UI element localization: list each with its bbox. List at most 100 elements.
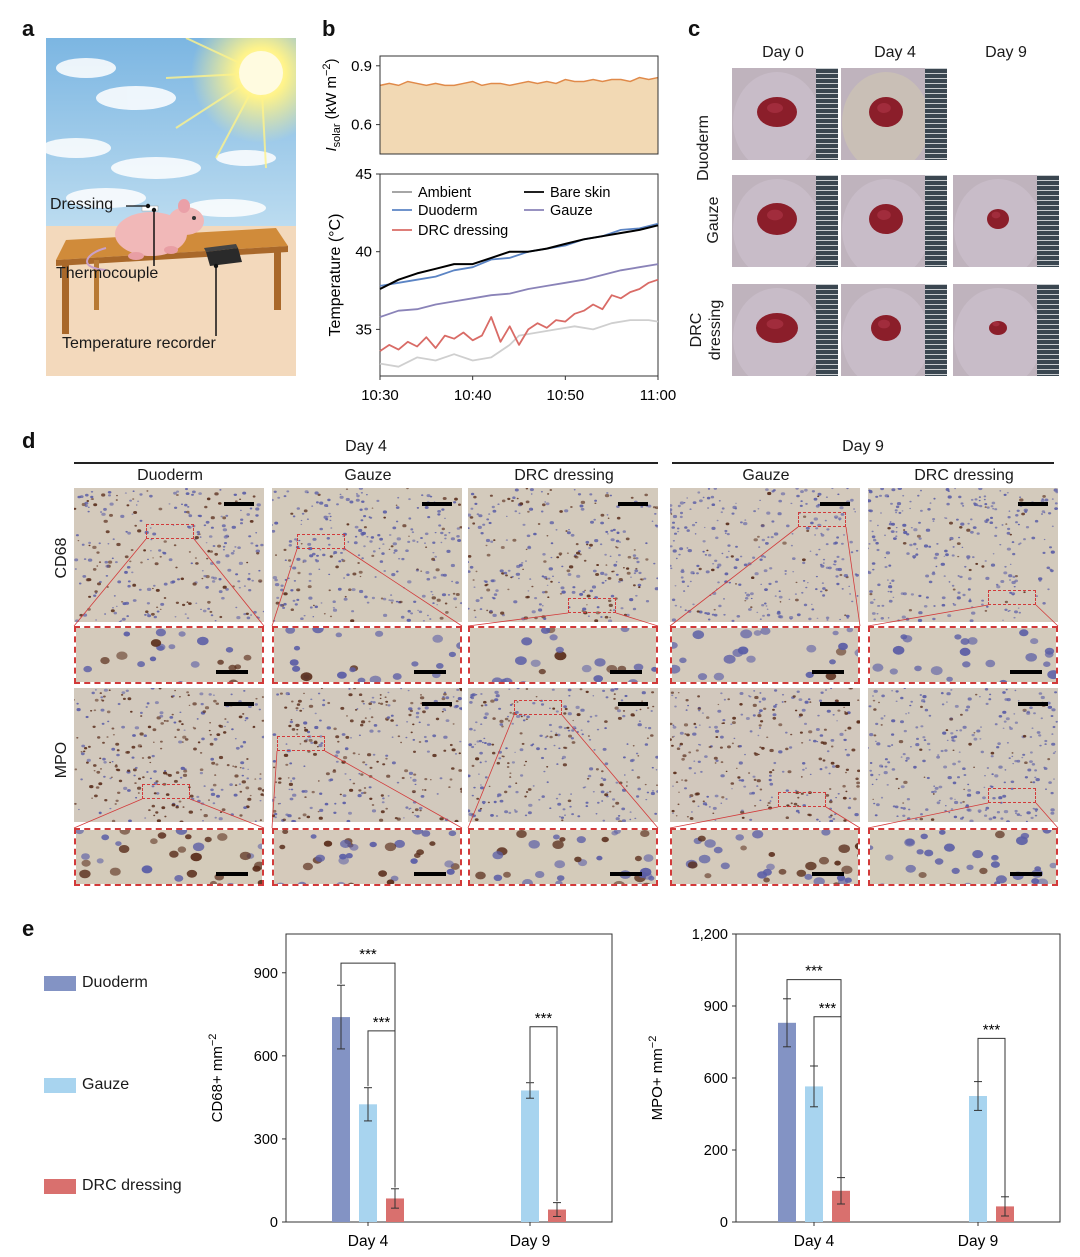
bar-duoderm <box>332 1017 350 1222</box>
zoom-inset-image <box>672 830 858 884</box>
zoom-region-box <box>146 524 194 539</box>
wound-photo <box>732 175 838 267</box>
inset-scale-bar <box>216 670 248 674</box>
temp-legend-label: Bare skin <box>550 185 610 201</box>
solar-ylabel-sub: solar <box>331 123 343 147</box>
temp-ytick-label: 35 <box>355 321 372 338</box>
bar-drc-dressing <box>386 1198 404 1222</box>
scale-ruler <box>1037 284 1059 376</box>
temp-series-drc-dressing <box>379 278 659 352</box>
panel-label-e: e <box>22 916 35 941</box>
tissue-bg <box>468 488 658 622</box>
tissue-tint <box>468 488 658 622</box>
scale-ruler <box>816 68 838 160</box>
tissue-tint <box>870 830 1056 884</box>
scale-bar <box>1018 702 1048 706</box>
cd68-bar-chart: 0 300 600 900 CD68+ mm−2 Day 4 Day 9 *** *** *** <box>207 933 613 1250</box>
zoom-inset-image <box>672 628 858 682</box>
col-header-drc-day9: DRC dressing <box>914 467 1014 484</box>
panel-d: Day 4 Day 9 Duoderm Gauze DRC dressing G… <box>0 430 1080 890</box>
zoom-inset <box>272 828 462 886</box>
scale-ruler <box>925 284 947 376</box>
temp-ylabel: Temperature (°C) <box>327 214 344 337</box>
row-label-mpo: MPO <box>53 741 70 779</box>
micrograph <box>670 488 860 622</box>
micrograph-image <box>868 688 1058 822</box>
bar-ytick-label: 300 <box>254 1132 278 1148</box>
bar-drc-dressing <box>832 1190 850 1222</box>
wound-photo <box>732 68 838 160</box>
panel-c: Day 0 Day 4 Day 9 Duoderm Gauze DRC dres… <box>688 38 1070 378</box>
row-label-drc-line2: dressing <box>707 299 724 361</box>
scale-bar <box>618 702 648 706</box>
row-label-drc-line1: DRC <box>688 312 705 348</box>
wound-highlight <box>766 319 784 329</box>
inset-scale-bar <box>414 872 446 876</box>
significance-bracket <box>813 1016 842 1178</box>
cells <box>74 688 264 822</box>
zoom-region-box <box>142 784 190 799</box>
panel-label-b: b <box>322 16 336 41</box>
significance-bracket <box>367 1030 396 1188</box>
col-header-day0: Day 0 <box>762 44 804 61</box>
panel-label-d: d <box>22 428 36 453</box>
wound-highlight <box>877 103 891 113</box>
inset-scale-bar <box>610 670 642 674</box>
temp-xtick-label: 11:00 <box>640 387 676 404</box>
micrograph <box>74 488 264 622</box>
scale-bar <box>224 502 254 506</box>
wound-highlight <box>878 319 890 329</box>
cells <box>83 628 252 682</box>
bar-gauze <box>805 1086 823 1222</box>
panel-a-illustration: Dressing Thermocouple Temperature record… <box>46 38 296 376</box>
group-header-day9: Day 9 <box>842 438 884 455</box>
micrograph-image <box>74 688 264 822</box>
zoom-region-box <box>798 512 846 527</box>
micrograph <box>468 488 658 622</box>
zoom-inset-image <box>274 628 460 682</box>
inset-scale-bar <box>812 872 844 876</box>
bar-ylabel-main: MPO+ mm <box>649 1048 666 1120</box>
significance-label: *** <box>805 963 823 980</box>
scale-bar <box>422 502 452 506</box>
bar-ylabel-main: CD68+ mm <box>209 1046 226 1122</box>
solar-line <box>379 76 659 87</box>
cells <box>672 628 858 681</box>
wound-highlight <box>992 321 1000 327</box>
micrograph <box>468 688 658 822</box>
col-header-day4: Day 4 <box>874 44 916 61</box>
panel-b-charts: 0.9 0.6 Isolar (kW m−2) 45 40 35 10:30 10:40 10:… <box>321 55 676 404</box>
cells <box>872 629 1056 682</box>
solar-ytick-label: 0.6 <box>351 117 372 134</box>
temp-legend-label: Duoderm <box>418 203 478 219</box>
micrograph <box>670 688 860 822</box>
bar-gauze <box>969 1096 987 1222</box>
cells <box>475 830 655 884</box>
solar-area <box>380 77 658 154</box>
bar-ylabel: MPO+ mm−2 <box>647 1036 666 1121</box>
col-header-duoderm: Duoderm <box>137 467 203 484</box>
wound <box>987 209 1009 229</box>
bar-xtick-label: Day 9 <box>510 1233 551 1250</box>
wound-photo <box>841 284 947 376</box>
legend-label-gauze: Gauze <box>82 1076 130 1093</box>
bar-ytick-label: 600 <box>704 1071 728 1087</box>
tissue-tint <box>274 830 460 884</box>
solar-ylabel-unit: (kW m <box>323 76 340 123</box>
zoom-inset <box>272 626 462 684</box>
label-temperature-recorder: Temperature recorder <box>62 335 216 352</box>
scale-bar <box>224 702 254 706</box>
wound-highlight <box>767 103 783 113</box>
temp-frame <box>379 173 659 377</box>
zoom-region-box <box>277 736 325 751</box>
clouds <box>46 58 276 217</box>
label-dressing: Dressing <box>50 196 114 213</box>
scale-bar <box>820 702 850 706</box>
significance-label: *** <box>359 946 377 963</box>
col-header-drc-day4: DRC dressing <box>514 467 614 484</box>
temp-series-duoderm <box>379 222 659 287</box>
row-label-cd68: CD68 <box>53 537 70 579</box>
zoom-region-box <box>778 792 826 807</box>
cells <box>685 830 858 884</box>
bar-ytick-label: 900 <box>704 999 728 1015</box>
